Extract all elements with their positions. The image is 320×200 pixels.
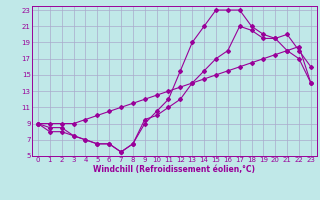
X-axis label: Windchill (Refroidissement éolien,°C): Windchill (Refroidissement éolien,°C): [93, 165, 255, 174]
